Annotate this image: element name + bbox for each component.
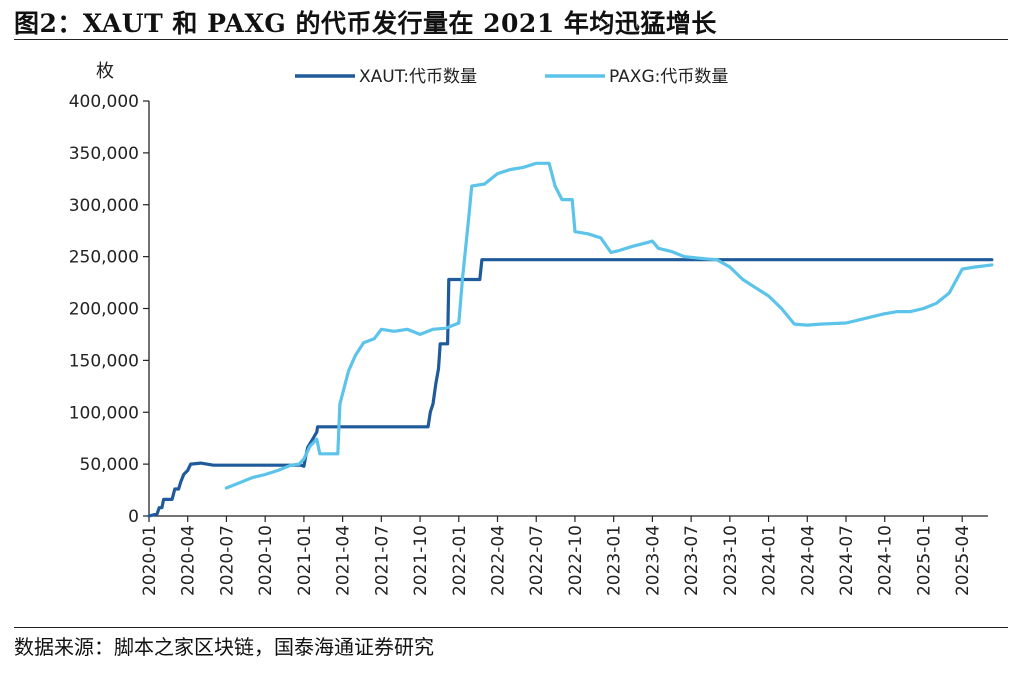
x-tick-label: 2024-10 [876, 525, 896, 596]
x-tick-label: 2021-01 [295, 525, 315, 596]
x-tick-label: 2023-10 [721, 525, 741, 596]
y-tick-label: 200,000 [69, 300, 139, 320]
chart-legend: XAUT:代币数量 PAXG:代币数量 [295, 67, 728, 87]
x-tick-label: 2023-01 [605, 525, 625, 596]
title-rule [14, 39, 1008, 40]
x-tick-label: 2020-10 [256, 525, 276, 596]
x-tick-label: 2022-01 [450, 525, 470, 596]
x-axis-ticks: 2020-01 2020-04 2020-07 2020-10 2021-01 2021-… [140, 516, 973, 596]
y-axis-unit: 枚 [96, 61, 114, 82]
x-tick-label: 2023-04 [643, 525, 663, 596]
y-tick-label: 250,000 [69, 248, 139, 268]
series-lines [147, 161, 994, 518]
x-tick-label: 2022-10 [566, 525, 586, 596]
x-tick-label: 2024-04 [798, 525, 818, 596]
x-tick-label: 2020-07 [217, 525, 237, 596]
chart-title: 图2：XAUT 和 PAXG 的代币发行量在 2021 年均迅猛增长 [14, 9, 717, 38]
x-tick-label: 2021-07 [372, 525, 392, 596]
line-chart: 枚 0 50,000 100,000 150,000 200,000 250,000 300… [69, 61, 994, 596]
y-tick-label: 400,000 [69, 92, 139, 112]
y-tick-label: 150,000 [69, 351, 139, 371]
x-tick-label: 2025-01 [914, 525, 934, 596]
x-tick-label: 2022-07 [527, 525, 547, 596]
data-source-note: 数据来源：脚本之家区块链，国泰海通证券研究 [14, 635, 434, 659]
y-tick-label: 300,000 [69, 196, 139, 216]
legend-label: XAUT:代币数量 [359, 67, 477, 87]
y-tick-label: 350,000 [69, 144, 139, 164]
legend-label: PAXG:代币数量 [609, 67, 728, 87]
x-tick-label: 2020-01 [140, 525, 160, 596]
x-tick-label: 2021-10 [411, 525, 431, 596]
x-tick-label: 2022-04 [489, 525, 509, 596]
x-tick-label: 2024-01 [760, 525, 780, 596]
x-tick-label: 2021-04 [334, 525, 354, 596]
y-tick-label: 100,000 [69, 403, 139, 423]
series-line [224, 161, 994, 490]
series-line [147, 258, 994, 518]
y-axis-ticks: 0 50,000 100,000 150,000 200,000 250,000 300,0… [69, 92, 149, 527]
x-tick-label: 2023-07 [682, 525, 702, 596]
y-tick-label: 0 [128, 507, 139, 527]
chart-axes: 枚 [96, 61, 988, 517]
x-tick-label: 2020-04 [179, 525, 199, 596]
y-tick-label: 50,000 [80, 455, 139, 475]
x-tick-label: 2025-04 [953, 525, 973, 596]
source-rule [14, 627, 1008, 628]
x-tick-label: 2024-07 [837, 525, 857, 596]
